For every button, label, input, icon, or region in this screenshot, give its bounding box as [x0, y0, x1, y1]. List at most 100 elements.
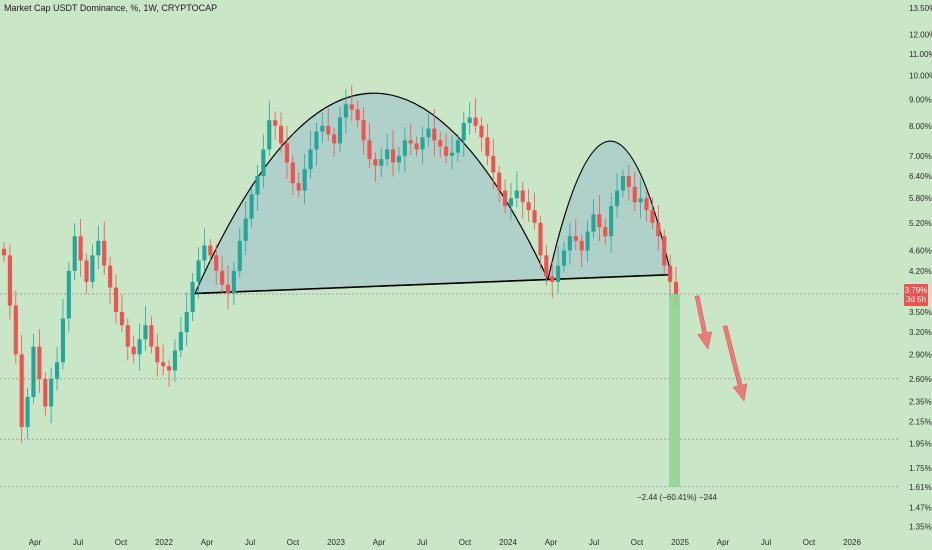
candle-body	[119, 311, 124, 326]
candle	[449, 135, 455, 170]
candle-body	[385, 149, 390, 160]
candle-body	[13, 305, 18, 355]
candle	[172, 339, 178, 382]
candle-body	[25, 396, 30, 427]
candle	[284, 126, 290, 179]
candle	[196, 247, 201, 299]
candle	[396, 147, 402, 172]
candle-body	[620, 176, 626, 191]
candle-body	[31, 346, 36, 397]
countdown-label: 3d 5h	[906, 295, 926, 304]
candle-body	[449, 152, 455, 156]
candle-body	[644, 198, 649, 211]
candle	[184, 292, 189, 347]
candle-body	[190, 281, 195, 312]
candle	[19, 334, 24, 444]
candle	[650, 197, 655, 230]
candle-body	[461, 122, 466, 141]
candle	[137, 324, 142, 371]
y-tick-label: 3.50%	[909, 308, 932, 317]
candle	[102, 221, 107, 275]
candle	[467, 102, 472, 135]
candle-body	[178, 332, 183, 351]
y-tick-label: 1.61%	[909, 483, 932, 492]
candle-body	[544, 255, 549, 277]
candle	[343, 89, 348, 134]
candle	[402, 127, 407, 173]
y-tick-label: 10.00%	[909, 72, 932, 81]
candle	[626, 165, 631, 201]
candle	[155, 333, 160, 377]
candle	[638, 178, 643, 219]
candle	[479, 116, 484, 152]
candle-body	[373, 159, 378, 166]
candle-body	[43, 378, 48, 407]
x-tick-label: 2023	[327, 538, 345, 547]
candle	[290, 155, 295, 195]
candle	[161, 344, 166, 376]
candle	[567, 223, 572, 265]
candle-body	[367, 140, 372, 160]
candle-body	[308, 149, 313, 170]
candle-body	[220, 270, 225, 285]
candle-body	[514, 190, 519, 199]
x-tick-label: Oct	[115, 538, 128, 547]
x-tick-label: Apr	[29, 538, 42, 547]
candle	[326, 108, 331, 142]
candle-body	[603, 227, 608, 237]
candle-body	[485, 137, 490, 156]
candle	[190, 273, 195, 322]
candle-body	[155, 346, 160, 363]
candle	[485, 124, 490, 166]
candle-body	[208, 245, 213, 256]
candle-body	[166, 366, 172, 371]
candle	[249, 187, 254, 228]
candle-body	[532, 210, 537, 223]
candle-body	[502, 190, 508, 207]
candle	[438, 131, 443, 158]
candle-body	[662, 236, 667, 266]
candle	[113, 274, 119, 324]
candle-body	[444, 146, 449, 156]
y-tick-label: 12.00%	[909, 30, 932, 39]
candle-body	[332, 134, 337, 144]
candle-body	[49, 378, 54, 407]
candle-body	[278, 125, 284, 144]
candle	[379, 148, 384, 178]
candle	[220, 255, 225, 294]
x-tick-label: 2025	[671, 538, 689, 547]
candle-body	[214, 255, 219, 271]
candle	[66, 262, 71, 333]
candle	[644, 189, 649, 222]
candle	[261, 134, 266, 188]
candle-body	[585, 231, 590, 251]
candle	[597, 194, 602, 242]
candle	[25, 388, 30, 439]
candle	[273, 111, 278, 140]
candle	[31, 333, 36, 404]
candle	[455, 133, 460, 162]
candle-body	[284, 143, 290, 163]
candle	[208, 238, 213, 263]
y-tick-label: 13.50%	[909, 4, 932, 13]
candle-body	[237, 240, 242, 271]
candle	[585, 220, 590, 262]
candle	[308, 130, 313, 179]
candle-body	[172, 350, 178, 371]
candle-body	[626, 176, 631, 187]
candle	[603, 218, 608, 246]
candle-body	[78, 236, 83, 261]
candle	[1, 242, 7, 263]
candle	[60, 299, 66, 370]
candle-body	[131, 346, 136, 355]
candle	[385, 134, 390, 166]
candle-body	[567, 236, 572, 251]
y-tick-label: 8.00%	[909, 122, 932, 131]
candle	[119, 294, 124, 333]
y-tick-label: 1.47%	[909, 503, 932, 512]
candle	[214, 244, 219, 285]
candle	[332, 127, 337, 158]
candle-body	[161, 362, 166, 367]
candle	[550, 261, 555, 299]
